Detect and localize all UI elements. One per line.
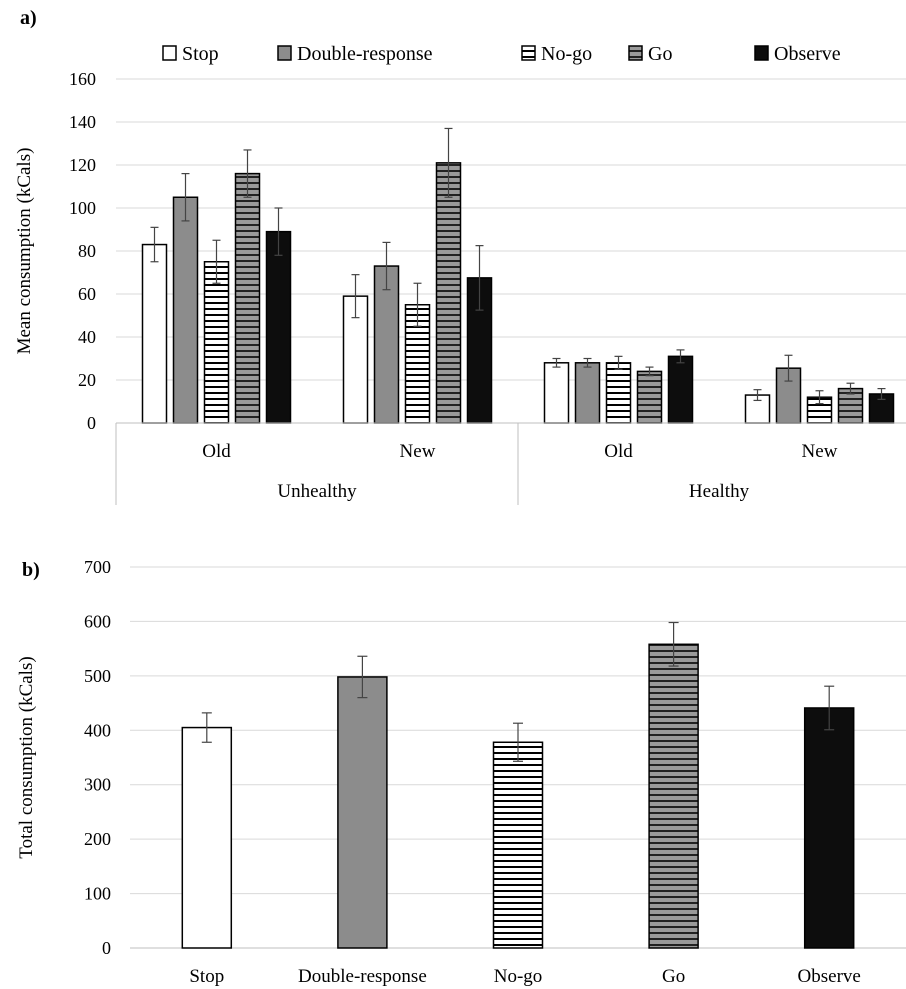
panel-b-label: b) [22,559,40,581]
error-bar [181,173,190,222]
category-label: Observe [798,966,861,987]
legend-item-go: Go [628,43,672,65]
error-bar [753,389,762,402]
legend-item-no-go: No-go [521,43,592,65]
bar-observe [265,230,292,424]
bar-no-go [203,261,230,424]
error-bar [513,722,523,762]
error-bar [614,355,623,370]
y-tick-label: 120 [69,155,96,175]
legend-swatch [628,45,643,61]
panel-a-label: a) [20,7,37,29]
error-bar [824,685,835,731]
y-tick-label: 400 [84,720,111,740]
legend-item-stop: Stop [162,43,219,65]
legend-item-double-response: Double-response [277,43,433,65]
y-axis-title: Mean consumption (kCals) [14,148,35,355]
category-label: No-go [494,966,543,987]
category-label: Double-response [298,966,427,987]
error-bar [877,388,886,400]
error-bar [243,149,252,198]
bar-observe [803,707,855,949]
category-label: Stop [189,966,224,987]
error-bar [357,655,368,699]
error-bar [784,354,793,382]
y-tick-label: 600 [84,611,111,631]
legend-swatch [521,45,536,61]
category-label: New [802,441,838,462]
error-bar [382,241,391,291]
bar-no-go [605,362,632,424]
y-tick-label: 200 [84,829,111,849]
error-bar [201,712,212,743]
legend-label: No-go [541,43,592,65]
category-label: New [400,441,436,462]
y-tick-label: 80 [78,241,96,261]
bar-double-response [172,196,199,424]
y-tick-label: 0 [102,938,111,958]
bar-go [435,162,462,424]
bar-go [234,172,261,424]
bar-stop [141,243,168,424]
y-tick-label: 0 [87,413,96,433]
legend-swatch [277,45,292,61]
error-bar [815,390,824,405]
y-tick-label: 300 [84,775,111,795]
error-bar [413,282,422,327]
group-label: Unhealthy [277,481,357,502]
y-tick-label: 100 [84,884,111,904]
error-bar [846,382,855,395]
category-label: Old [604,441,633,462]
legend-swatch [162,45,177,61]
bar-double-response [337,676,388,949]
bar-observe [667,355,694,424]
y-tick-label: 140 [69,112,96,132]
bar-stop [181,726,233,949]
y-tick-label: 160 [69,69,96,89]
category-label: Old [202,441,231,462]
legend-label: Observe [774,43,841,65]
y-tick-label: 40 [78,327,96,347]
bar-go [648,643,699,949]
bar-go [636,370,663,424]
chart-b: 0 100 200 300 400 500 600 700 Total consumption … [16,557,906,987]
y-tick-label: 60 [78,284,96,304]
error-bar [274,207,283,256]
error-bar [351,274,360,319]
error-bar [552,357,561,368]
bar-double-response [373,265,400,424]
y-axis-title: Total consumption (kCals) [16,656,37,858]
error-bar [668,621,679,667]
legend-item-observe: Observe [754,43,841,65]
legend-label: Go [648,43,672,65]
bar-double-response [574,362,601,424]
legend-label: Double-response [297,43,433,65]
y-tick-label: 100 [69,198,96,218]
bar-no-go [492,741,544,949]
error-bar [583,357,592,368]
category-label: Go [662,966,685,987]
error-bar [645,366,654,377]
bar-stop [543,362,570,424]
error-bar [212,239,221,284]
y-tick-label: 700 [84,557,111,577]
chart-a: 0 20 40 60 80 100 120 140 160 Mean consumption (k… [14,43,906,505]
legend-label: Stop [182,43,219,65]
group-label: Healthy [689,481,750,502]
y-tick-label: 20 [78,370,96,390]
legend-swatch [754,45,769,61]
error-bar [150,226,159,263]
error-bar [475,245,484,311]
error-bar [676,349,685,364]
error-bar [444,127,453,198]
y-tick-label: 500 [84,666,111,686]
